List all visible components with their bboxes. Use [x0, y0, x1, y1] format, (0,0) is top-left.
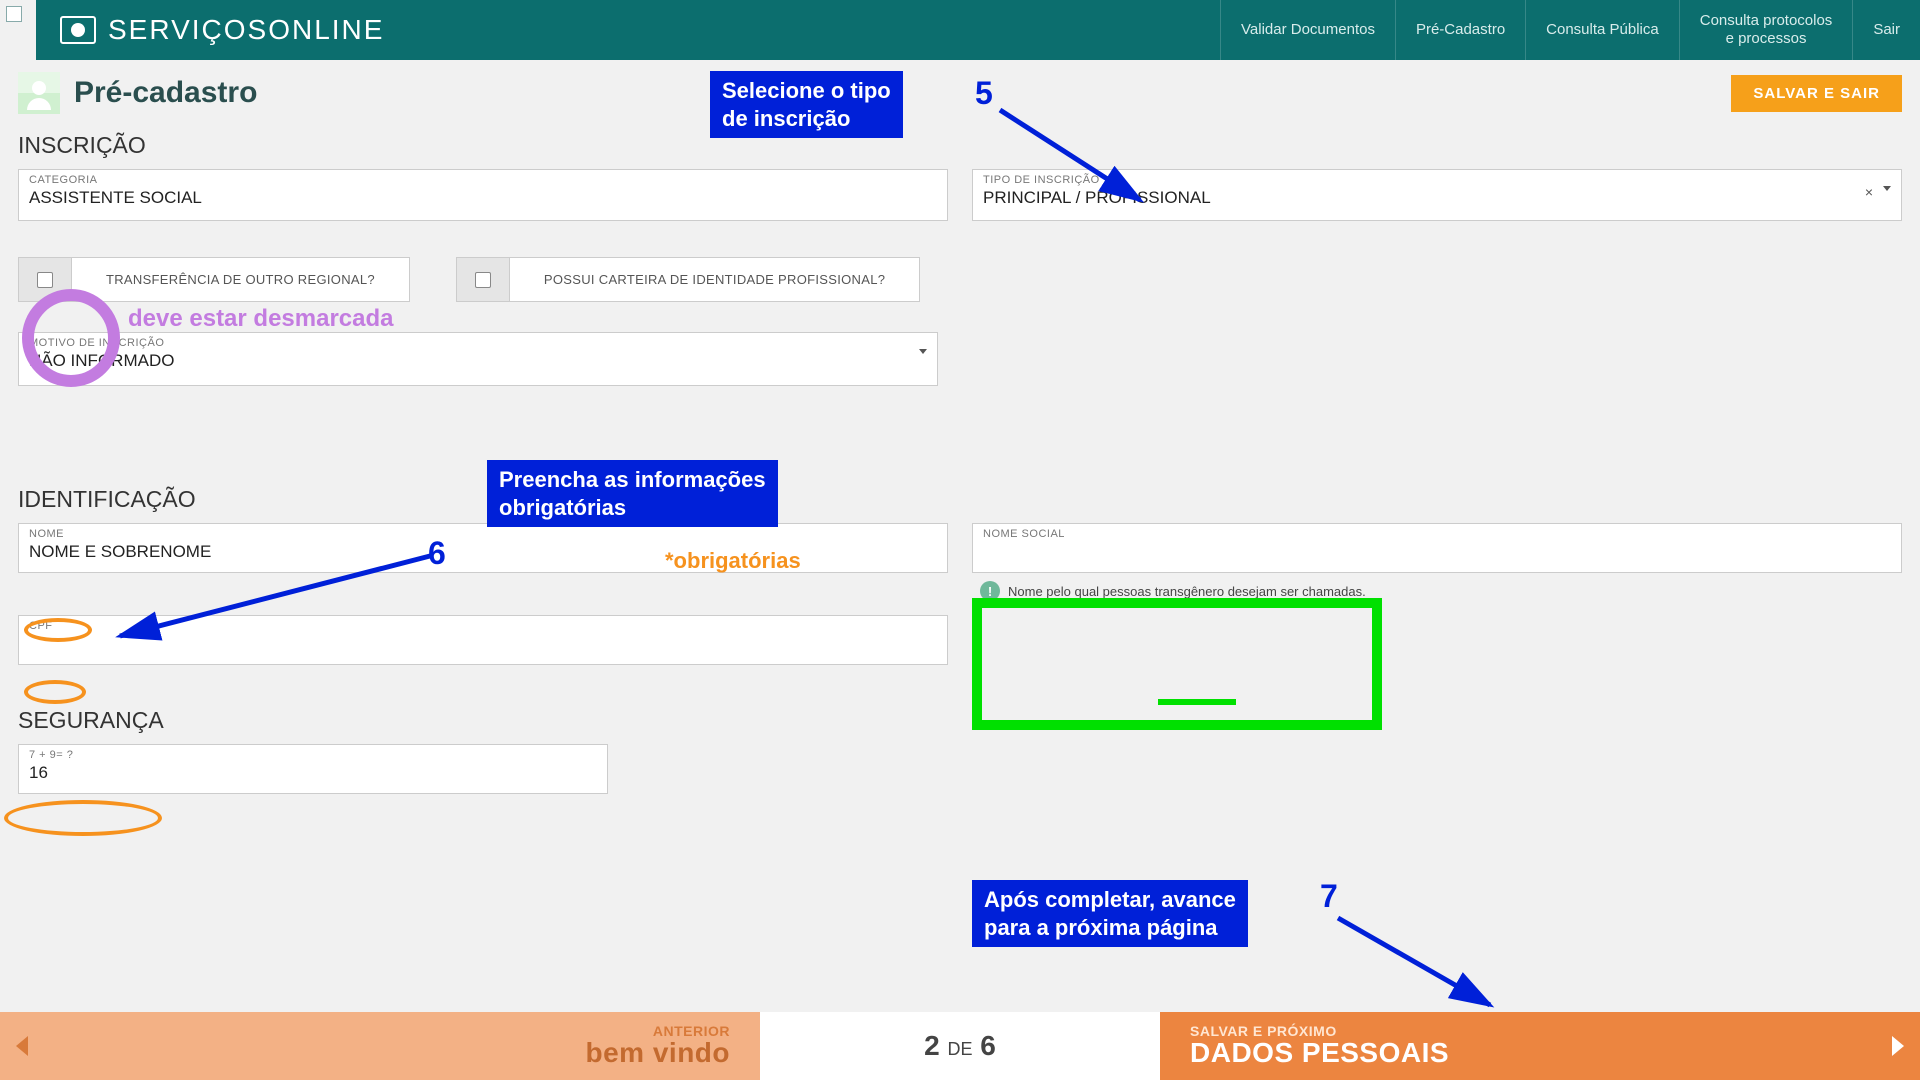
nav-sair[interactable]: Sair [1852, 0, 1920, 60]
topnav: Validar Documentos Pré-Cadastro Consulta… [1220, 0, 1920, 60]
green-box-nome-social [972, 598, 1382, 730]
nome-label: NOME [29, 528, 937, 540]
tipo-clear-icon[interactable]: × [1865, 184, 1873, 200]
step-6-label: 6 [428, 535, 446, 572]
step-7-label: 7 [1320, 878, 1338, 915]
nav-consulta-publica[interactable]: Consulta Pública [1525, 0, 1679, 60]
motivo-caret-icon[interactable] [919, 349, 927, 354]
captcha-answer: 16 [29, 761, 597, 783]
page-total: 6 [980, 1030, 996, 1061]
arrow-right-icon [1892, 1036, 1904, 1056]
captcha-question: 7 + 9= ? [29, 749, 597, 761]
brand-icon [60, 16, 96, 44]
motivo-value: NÃO INFORMADO [29, 349, 927, 371]
carteira-checkbox[interactable] [456, 257, 510, 302]
footer-prev-big: bem vindo [585, 1037, 730, 1069]
nome-social-hint-text: Nome pelo qual pessoas transgênero desej… [1008, 584, 1366, 599]
nav-consulta-protocolos[interactable]: Consulta protocolos e processos [1679, 0, 1853, 60]
orange-ellipse-nome [24, 618, 92, 642]
page-sep: DE [947, 1039, 972, 1059]
arrow-6 [110, 548, 440, 648]
callout-avance: Após completar, avance para a próxima pá… [972, 880, 1248, 947]
arrow-5 [990, 100, 1170, 220]
motivo-label: MOTIVO DE INSCRIÇÃO [29, 337, 927, 349]
nav-pre-cadastro[interactable]: Pré-Cadastro [1395, 0, 1525, 60]
section-seg-heading: SEGURANÇA [18, 707, 1902, 734]
nome-social-field[interactable]: NOME SOCIAL [972, 523, 1902, 573]
motivo-inscricao-field[interactable]: MOTIVO DE INSCRIÇÃO NÃO INFORMADO [18, 332, 938, 386]
categoria-value: ASSISTENTE SOCIAL [29, 186, 937, 208]
nome-social-value [983, 540, 1891, 542]
orange-ellipse-seguranca [4, 800, 162, 836]
step-5-label: 5 [975, 75, 993, 112]
nome-social-label: NOME SOCIAL [983, 528, 1891, 540]
obrigatorias-label: *obrigatórias [665, 548, 801, 574]
brand-text: SERVIÇOSONLINE [108, 14, 384, 46]
footer-prev[interactable]: ANTERIOR bem vindo [0, 1012, 760, 1080]
broken-image-icon [6, 6, 22, 22]
green-underline [1158, 699, 1236, 705]
arrow-left-icon [16, 1036, 28, 1056]
page-current: 2 [924, 1030, 940, 1061]
arrow-7 [1330, 910, 1510, 1020]
categoria-field[interactable]: CATEGORIA ASSISTENTE SOCIAL [18, 169, 948, 221]
purple-circle [22, 289, 120, 387]
avatar-icon [18, 72, 60, 114]
transferencia-label: TRANSFERÊNCIA DE OUTRO REGIONAL? [72, 257, 410, 302]
footer-page-indicator: 2 DE 6 [760, 1012, 1160, 1080]
categoria-label: CATEGORIA [29, 174, 937, 186]
orange-ellipse-cpf [24, 680, 86, 704]
callout-preencha: Preencha as informações obrigatórias [487, 460, 778, 527]
section-ident-heading: IDENTIFICAÇÃO [18, 486, 1902, 513]
footer-stepper: ANTERIOR bem vindo 2 DE 6 SALVAR E PRÓXI… [0, 1012, 1920, 1080]
footer-next[interactable]: SALVAR E PRÓXIMO DADOS PESSOAIS [1160, 1012, 1920, 1080]
save-exit-button[interactable]: SALVAR E SAIR [1731, 75, 1902, 112]
footer-next-big: DADOS PESSOAIS [1190, 1037, 1449, 1069]
tipo-caret-icon[interactable] [1883, 186, 1891, 191]
page: Pré-cadastro SALVAR E SAIR INSCRIÇÃO CAT… [0, 60, 1920, 794]
page-title: Pré-cadastro [74, 76, 257, 110]
topbar: SERVIÇOSONLINE Validar Documentos Pré-Ca… [36, 0, 1920, 60]
callout-select-tipo: Selecione o tipo de inscrição [710, 71, 903, 138]
section-inscricao-heading: INSCRIÇÃO [18, 132, 1902, 159]
desmarcada-label: deve estar desmarcada [128, 305, 394, 333]
nav-validar-documentos[interactable]: Validar Documentos [1220, 0, 1395, 60]
brand: SERVIÇOSONLINE [36, 14, 384, 46]
captcha-field[interactable]: 7 + 9= ? 16 [18, 744, 608, 794]
carteira-label: POSSUI CARTEIRA DE IDENTIDADE PROFISSION… [510, 257, 920, 302]
carteira-checkbox-wrap: POSSUI CARTEIRA DE IDENTIDADE PROFISSION… [456, 257, 920, 302]
